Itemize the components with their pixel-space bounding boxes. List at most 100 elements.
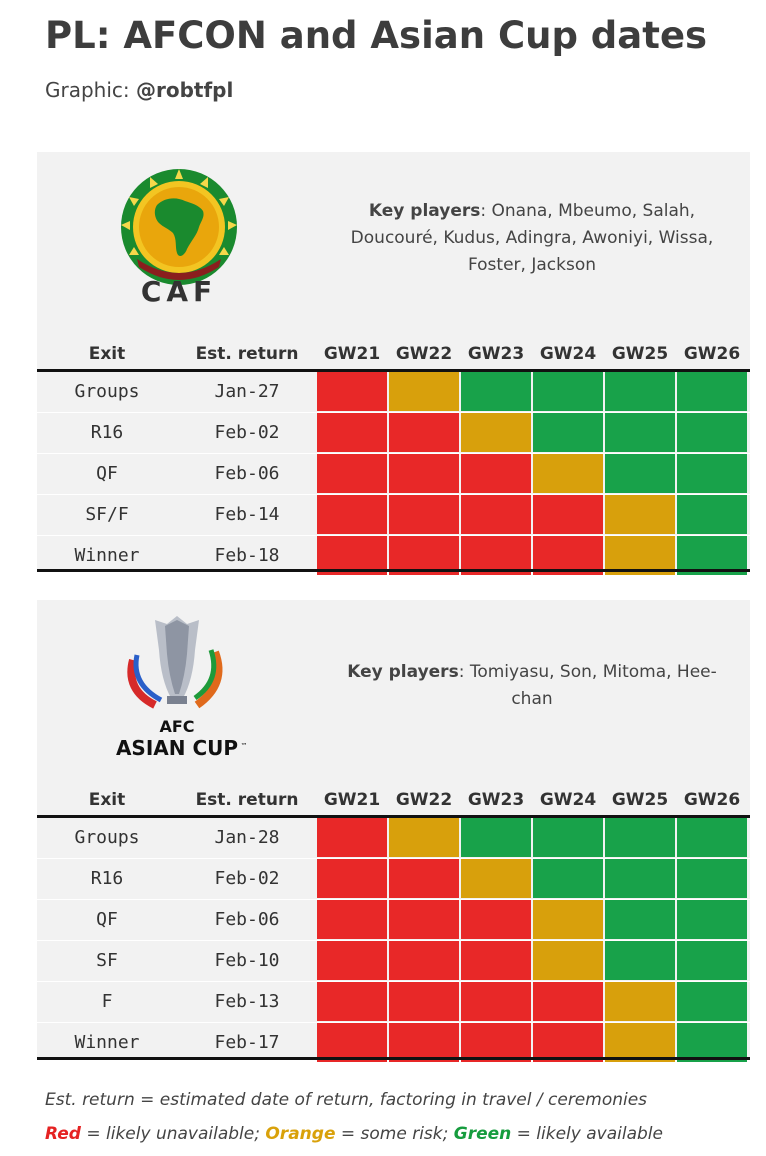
gameweek-status-cell-red — [533, 982, 603, 1021]
gameweek-status-cell-red — [389, 536, 459, 575]
legend-green-word: Green — [453, 1124, 512, 1144]
gameweek-status-cell-orange — [605, 982, 675, 1021]
exit-stage-cell: QF — [96, 463, 118, 484]
column-header: GW24 — [539, 790, 597, 810]
exit-stage-cell: SF — [96, 950, 118, 971]
est-return-cell: Jan-28 — [214, 827, 280, 848]
gameweek-status-cell-red — [533, 495, 603, 534]
page-title: PL: AFCON and Asian Cup dates — [45, 14, 708, 57]
gameweek-status-cell-green — [533, 859, 603, 898]
afcon-table-body: Groups Jan-27 R16 Feb-02 QF Feb-06 SF/F Feb-14 W… — [37, 372, 750, 577]
caf-logo-svg: CAF — [121, 169, 237, 308]
gameweek-status-cell-red — [317, 941, 387, 980]
column-header: GW24 — [539, 344, 597, 364]
est-return-cell: Feb-17 — [214, 1032, 280, 1053]
gameweek-status-cell-red — [461, 941, 531, 980]
gameweek-status-cell-red — [389, 982, 459, 1021]
gameweek-status-cell-green — [533, 413, 603, 452]
gameweek-status-cell-red — [317, 1023, 387, 1062]
est-return-cell: Feb-13 — [214, 991, 280, 1012]
est-return-cell: Feb-02 — [214, 422, 280, 443]
asian-cup-table-header: Exit Est. return GW21 GW22 GW23 GW24 GW25 GW26 — [37, 785, 750, 818]
gameweek-status-cell-orange — [389, 818, 459, 857]
gameweek-status-cell-green — [677, 941, 747, 980]
gameweek-status-cell-red — [389, 1023, 459, 1062]
gameweek-status-cell-green — [677, 495, 747, 534]
gameweek-status-cell-orange — [533, 454, 603, 493]
gameweek-status-cell-red — [389, 941, 459, 980]
gameweek-status-cell-red — [317, 536, 387, 575]
gameweek-status-cell-orange — [605, 495, 675, 534]
afc-logo-text: AFC — [159, 717, 194, 736]
est-return-cell: Feb-10 — [214, 950, 280, 971]
gameweek-status-cell-green — [677, 900, 747, 939]
gameweek-status-cell-red — [533, 1023, 603, 1062]
exit-stage-cell: Groups — [74, 827, 140, 848]
legend-red-word: Red — [45, 1124, 81, 1144]
credit-prefix: Graphic: — [45, 78, 136, 102]
gameweek-status-cell-red — [389, 495, 459, 534]
asian-cup-panel: AFC ASIAN CUP ™ Key players: Tomiyasu, S… — [37, 600, 750, 1064]
gameweek-status-cell-red — [317, 372, 387, 411]
asian-cup-key-players-line2: chan — [511, 689, 553, 709]
asian-cup-logo-text: ASIAN CUP — [116, 736, 238, 760]
exit-stage-cell: R16 — [90, 422, 124, 443]
gameweek-status-cell-orange — [533, 941, 603, 980]
gameweek-status-cell-green — [533, 818, 603, 857]
exit-stage-cell: R16 — [90, 868, 124, 889]
gameweek-status-cell-green — [461, 818, 531, 857]
gameweek-status-cell-red — [317, 413, 387, 452]
afcon-key-players-line2: Doucouré, Kudus, Adingra, Awoniyi, Wissa… — [350, 228, 714, 248]
gameweek-status-cell-green — [677, 372, 747, 411]
gameweek-status-cell-green — [605, 859, 675, 898]
afc-asian-cup-logo-icon: AFC ASIAN CUP ™ — [105, 610, 255, 765]
asian-cup-panel-top: AFC ASIAN CUP ™ Key players: Tomiyasu, S… — [37, 600, 750, 790]
column-header: GW23 — [467, 344, 525, 364]
gameweek-status-cell-red — [389, 900, 459, 939]
gameweek-status-cell-orange — [605, 1023, 675, 1062]
gameweek-status-cell-orange — [533, 900, 603, 939]
gameweek-status-cell-orange — [461, 859, 531, 898]
afcon-table-header: Exit Est. return GW21 GW22 GW23 GW24 GW25 GW26 — [37, 339, 750, 372]
asian-cup-key-players-line1: : Tomiyasu, Son, Mitoma, Hee- — [458, 662, 717, 682]
afcon-table-bottom-rule — [37, 569, 750, 572]
gameweek-status-cell-green — [677, 859, 747, 898]
column-header: GW26 — [683, 790, 741, 810]
table-row: Groups Jan-27 — [37, 372, 750, 413]
gameweek-status-cell-green — [605, 372, 675, 411]
gameweek-status-cell-green — [677, 454, 747, 493]
column-header: GW21 — [323, 790, 381, 810]
legend-note-colors: Red = likely unavailable; Orange = some … — [45, 1124, 663, 1144]
gameweek-status-cell-red — [533, 536, 603, 575]
exit-stage-cell: F — [101, 991, 113, 1012]
gameweek-status-cell-green — [677, 413, 747, 452]
table-row: Winner Feb-18 — [37, 536, 750, 577]
afcon-panel-top: CAF Key players: Onana, Mbeumo, Salah, D… — [37, 152, 750, 342]
table-row: F Feb-13 — [37, 982, 750, 1023]
table-row: SF/F Feb-14 — [37, 495, 750, 536]
column-header: GW22 — [395, 790, 453, 810]
asian-cup-key-players: Key players: Tomiyasu, Son, Mitoma, Hee-… — [327, 659, 737, 713]
gameweek-status-cell-green — [605, 941, 675, 980]
gameweek-status-cell-orange — [605, 536, 675, 575]
afcon-key-players-label: Key players — [368, 201, 481, 221]
gameweek-status-cell-red — [389, 454, 459, 493]
table-row: R16 Feb-02 — [37, 859, 750, 900]
column-header: Exit — [88, 344, 126, 364]
gameweek-status-cell-green — [605, 818, 675, 857]
est-return-cell: Feb-06 — [214, 463, 280, 484]
gameweek-status-cell-red — [461, 495, 531, 534]
est-return-cell: Feb-06 — [214, 909, 280, 930]
gameweek-status-cell-red — [461, 900, 531, 939]
caf-logo-icon: CAF — [107, 167, 252, 312]
est-return-cell: Jan-27 — [214, 381, 280, 402]
gameweek-status-cell-red — [461, 454, 531, 493]
afcon-key-players-line1: : Onana, Mbeumo, Salah, — [480, 201, 696, 221]
asian-cup-table-bottom-rule — [37, 1057, 750, 1060]
gameweek-status-cell-green — [605, 900, 675, 939]
trademark-mark: ™ — [241, 742, 248, 750]
column-header: GW22 — [395, 344, 453, 364]
table-row: SF Feb-10 — [37, 941, 750, 982]
afcon-key-players-line3: Foster, Jackson — [467, 255, 596, 275]
column-header: GW25 — [611, 344, 669, 364]
